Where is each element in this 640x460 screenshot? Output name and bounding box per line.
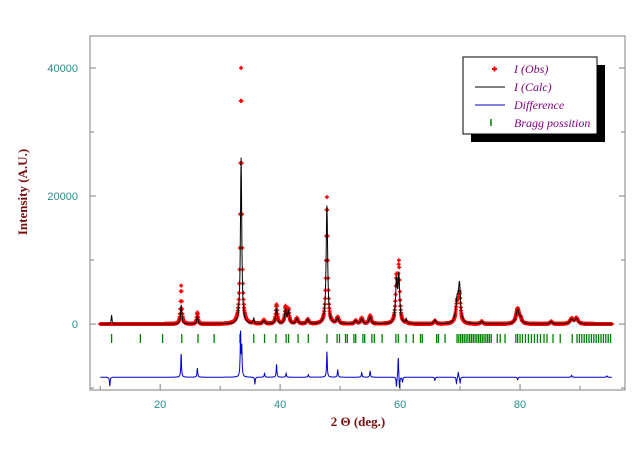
obs-point (239, 98, 244, 103)
y-tick-label: 40000 (47, 63, 78, 75)
bragg-ticks (110, 334, 612, 343)
x-axis-title: 2 Θ (deg.) (331, 414, 386, 429)
y-tick-label: 0 (72, 319, 78, 331)
y-axis-title: Intensity (A.U.) (15, 149, 30, 235)
legend-obs-marker (492, 66, 497, 72)
obs-point (397, 265, 402, 270)
x-tick-label: 80 (514, 399, 526, 411)
legend-item-calc: I (Calc) (475, 80, 552, 94)
obs-point (324, 195, 329, 200)
obs-point (179, 299, 184, 304)
difference-series (100, 330, 612, 389)
legend-label-difference: Difference (513, 98, 565, 112)
legend-item-bragg: Bragg possition (490, 116, 590, 130)
legend-box (462, 56, 598, 135)
legend-label-bragg: Bragg possition (514, 116, 590, 130)
obs-point (179, 283, 184, 288)
obs-point (274, 304, 279, 309)
calc-series (100, 157, 612, 325)
plot-frame (89, 35, 626, 391)
x-tick-label: 60 (394, 399, 406, 411)
x-tick-label: 40 (274, 399, 286, 411)
legend-item-obs: I (Obs) (492, 62, 548, 76)
legend-label-calc: I (Calc) (513, 80, 552, 94)
obs-point (179, 289, 184, 294)
x-tick-label: 20 (154, 399, 166, 411)
difference-line (100, 330, 612, 389)
obs-point (239, 161, 244, 166)
legend-item-difference: Difference (475, 98, 565, 112)
calc-line (100, 157, 612, 325)
legend: I (Obs) I (Calc) Difference Bragg possit… (462, 56, 605, 142)
y-tick-label: 20000 (47, 191, 78, 203)
legend-label-obs: I (Obs) (513, 62, 548, 76)
obs-point (239, 65, 244, 70)
axes: 20 40 60 80 0 20000 40000 (47, 35, 626, 411)
obs-point (396, 258, 401, 263)
